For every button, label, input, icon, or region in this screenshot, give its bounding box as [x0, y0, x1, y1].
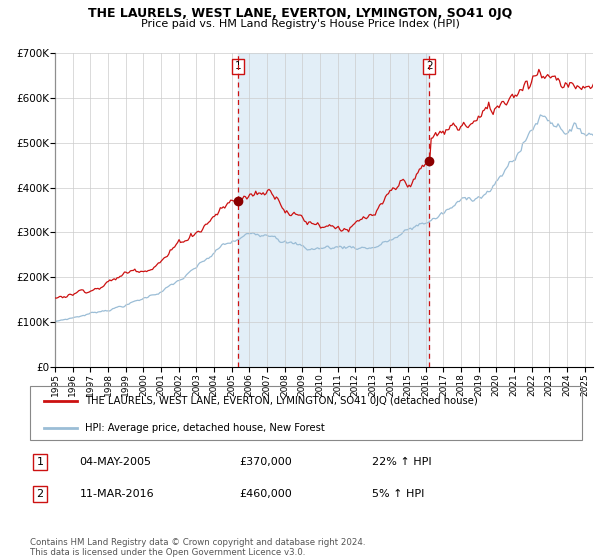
- Text: 1: 1: [235, 61, 241, 71]
- Text: Price paid vs. HM Land Registry's House Price Index (HPI): Price paid vs. HM Land Registry's House …: [140, 19, 460, 29]
- Text: 2: 2: [426, 61, 433, 71]
- Text: THE LAURELS, WEST LANE, EVERTON, LYMINGTON, SO41 0JQ: THE LAURELS, WEST LANE, EVERTON, LYMINGT…: [88, 7, 512, 20]
- Text: 1: 1: [37, 457, 43, 467]
- Text: 11-MAR-2016: 11-MAR-2016: [80, 489, 154, 500]
- Text: £460,000: £460,000: [240, 489, 293, 500]
- Text: Contains HM Land Registry data © Crown copyright and database right 2024.
This d: Contains HM Land Registry data © Crown c…: [30, 538, 365, 557]
- Text: 22% ↑ HPI: 22% ↑ HPI: [372, 457, 432, 467]
- Text: THE LAURELS, WEST LANE, EVERTON, LYMINGTON, SO41 0JQ (detached house): THE LAURELS, WEST LANE, EVERTON, LYMINGT…: [85, 396, 478, 407]
- Text: HPI: Average price, detached house, New Forest: HPI: Average price, detached house, New …: [85, 423, 325, 433]
- Text: £370,000: £370,000: [240, 457, 293, 467]
- Text: 5% ↑ HPI: 5% ↑ HPI: [372, 489, 425, 500]
- Text: 04-MAY-2005: 04-MAY-2005: [80, 457, 152, 467]
- Bar: [238, 53, 429, 367]
- Text: 2: 2: [37, 489, 43, 500]
